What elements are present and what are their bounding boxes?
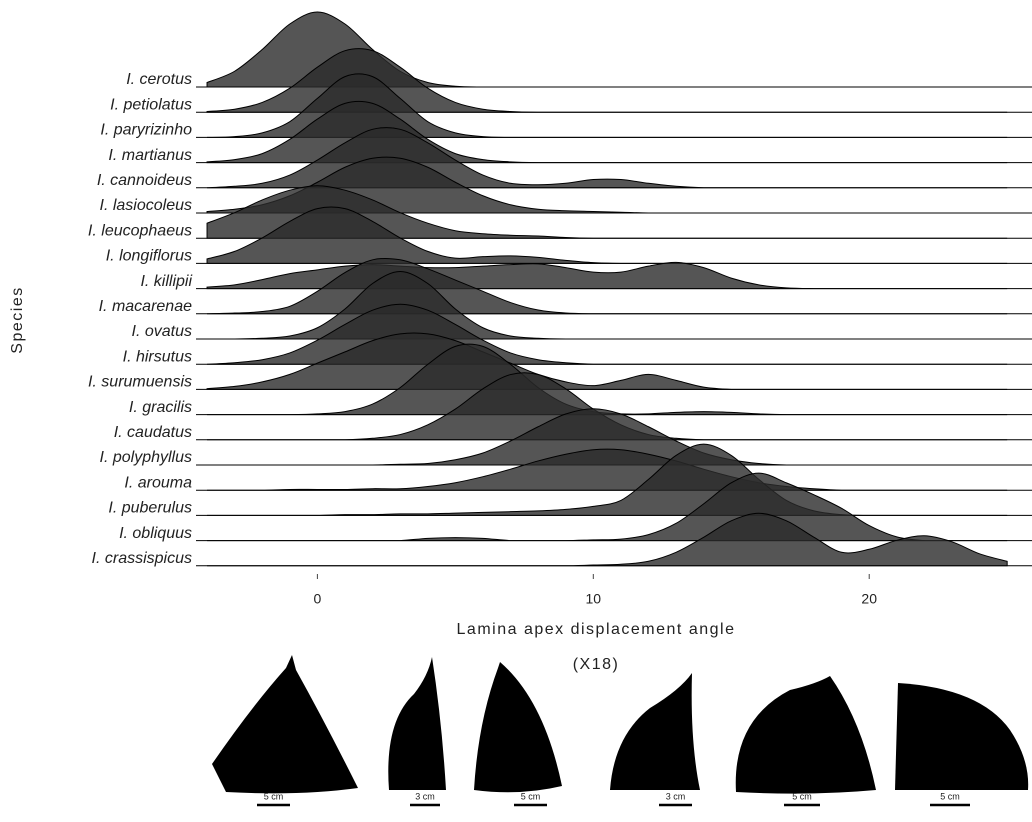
leaf [736,676,876,794]
species-label: I. paryrizinho [100,122,192,139]
species-label: I. killipii [140,273,192,290]
species-label: I. longiflorus [106,248,192,265]
species-label: I. leucophaeus [88,222,192,239]
species-label: I. obliquus [119,525,192,542]
species-label: I. puberulus [108,500,192,517]
species-label: I. martianus [108,147,192,164]
species-label: I. hirsutus [123,348,192,365]
chart: Lamina apex displacement angle Species (… [0,0,1032,822]
scale-label: 5 cm [264,791,284,801]
leaf [610,673,700,790]
scale-label: 5 cm [521,791,541,801]
page: Lamina apex displacement angle Species (… [0,0,1032,822]
species-label: I. polyphyllus [100,449,193,466]
x-tick-label: 0 [314,591,322,607]
ridge [207,207,1007,263]
x-tick-label: 20 [861,591,877,607]
ridge [207,449,1007,490]
leaf [388,657,446,790]
leaf [212,655,358,793]
magnification: (X18) [573,656,620,673]
leaf-silhouettes [212,655,1028,794]
x-tick-label: 10 [586,591,602,607]
scale-label: 5 cm [940,791,960,801]
species-label: I. lasiocoleus [100,197,193,214]
x-axis-label: Lamina apex displacement angle [457,621,736,638]
species-label: I. gracilis [129,399,192,416]
scale-bars: 5 cm 3 cm 5 cm 3 cm 5 cm 5 cm [257,791,970,805]
species-label: I. cerotus [126,71,192,88]
species-label: I. macarenae [99,298,192,315]
scale-label: 5 cm [792,791,812,801]
species-label: I. arouma [124,474,192,491]
leaf [895,683,1028,790]
species-label: I. petiolatus [110,96,192,113]
y-axis-label: Species [9,286,26,353]
species-label: I. caudatus [114,424,192,441]
species-label: I. crassispicus [92,550,192,567]
leaf [474,662,562,792]
species-label: I. surumuensis [88,374,192,391]
scale-label: 3 cm [415,791,435,801]
species-label: I. ovatus [132,323,192,340]
scale-label: 3 cm [666,791,686,801]
ridges [196,12,1032,566]
species-label: I. cannoideus [97,172,192,189]
